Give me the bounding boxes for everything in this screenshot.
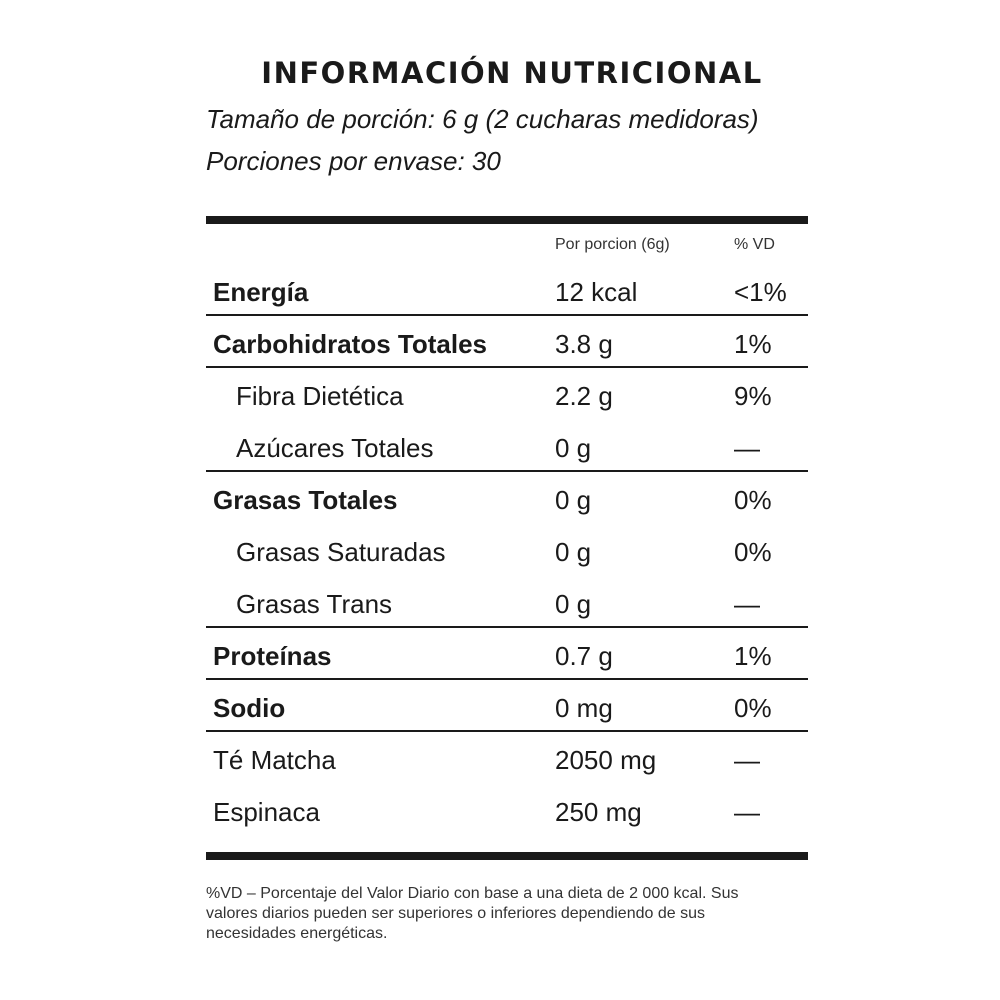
- footnote: %VD – Porcentaje del Valor Diario con ba…: [206, 885, 739, 942]
- nutrient-row-energia: Energía 12 kcal <1%: [206, 264, 808, 316]
- serving-size: Tamaño de porción: 6 g (2 cucharas medid…: [206, 104, 759, 134]
- nutrient-table: Energía 12 kcal <1% Carbohidratos Totale…: [206, 264, 808, 836]
- nutrient-amount: 2.2 g: [555, 381, 613, 411]
- nutrient-row-grasas-saturadas: Grasas Saturadas 0 g 0%: [206, 524, 808, 576]
- nutrient-dv: —: [734, 433, 760, 463]
- nutrient-dv: —: [734, 589, 760, 619]
- nutrient-name: Fibra Dietética: [236, 381, 404, 411]
- nutrient-amount: 12 kcal: [555, 277, 638, 307]
- nutrient-amount: 0 g: [555, 433, 592, 463]
- nutrient-row-proteinas: Proteínas 0.7 g 1%: [206, 628, 808, 680]
- nutrient-amount: 0 g: [555, 537, 592, 567]
- nutrient-amount: 0 g: [555, 589, 592, 619]
- label-title: INFORMACIÓN NUTRICIONAL: [261, 56, 763, 90]
- column-header-dv: % VD: [734, 236, 775, 253]
- nutrient-amount: 250 mg: [555, 797, 642, 827]
- bottom-rule: [206, 852, 808, 860]
- nutrient-dv: 1%: [734, 641, 772, 671]
- nutrition-label: INFORMACIÓN NUTRICIONAL Tamaño de porció…: [206, 0, 808, 1000]
- nutrient-row-azucares: Azúcares Totales 0 g —: [206, 420, 808, 472]
- nutrient-row-espinaca: Espinaca 250 mg —: [206, 784, 808, 836]
- nutrient-dv: 1%: [734, 329, 772, 359]
- nutrient-dv: —: [734, 745, 760, 775]
- nutrient-row-carbohidratos: Carbohidratos Totales 3.8 g 1%: [206, 316, 808, 368]
- nutrient-amount: 0 g: [555, 485, 592, 515]
- nutrient-amount: 0 mg: [555, 693, 613, 723]
- nutrient-name: Carbohidratos Totales: [213, 329, 488, 359]
- nutrient-name: Sodio: [213, 693, 286, 723]
- nutrient-name: Proteínas: [213, 641, 332, 671]
- servings-per-container: Porciones por envase: 30: [206, 146, 501, 176]
- nutrient-name: Azúcares Totales: [236, 433, 434, 463]
- nutrient-row-sodio: Sodio 0 mg 0%: [206, 680, 808, 732]
- nutrient-row-grasas-totales: Grasas Totales 0 g 0%: [206, 472, 808, 524]
- nutrient-dv: <1%: [734, 277, 787, 307]
- nutrient-dv: 0%: [734, 693, 772, 723]
- column-header-per-serving: Por porcion (6g): [555, 236, 670, 253]
- nutrient-amount: 0.7 g: [555, 641, 613, 671]
- nutrient-name: Energía: [213, 277, 309, 307]
- nutrient-name: Grasas Totales: [213, 485, 398, 515]
- nutrient-name: Espinaca: [213, 797, 320, 827]
- nutrient-amount: 2050 mg: [555, 745, 657, 775]
- nutrient-dv: —: [734, 797, 760, 827]
- nutrient-amount: 3.8 g: [555, 329, 613, 359]
- nutrient-dv: 0%: [734, 485, 772, 515]
- nutrient-name: Grasas Trans: [236, 589, 393, 619]
- nutrient-row-te-matcha: Té Matcha 2050 mg —: [206, 732, 808, 784]
- top-rule: [206, 216, 808, 224]
- nutrient-dv: 0%: [734, 537, 772, 567]
- nutrient-dv: 9%: [734, 381, 772, 411]
- nutrient-row-grasas-trans: Grasas Trans 0 g —: [206, 576, 808, 628]
- nutrient-name: Grasas Saturadas: [236, 537, 446, 567]
- nutrient-row-fibra: Fibra Dietética 2.2 g 9%: [206, 368, 808, 420]
- nutrient-name: Té Matcha: [213, 745, 336, 775]
